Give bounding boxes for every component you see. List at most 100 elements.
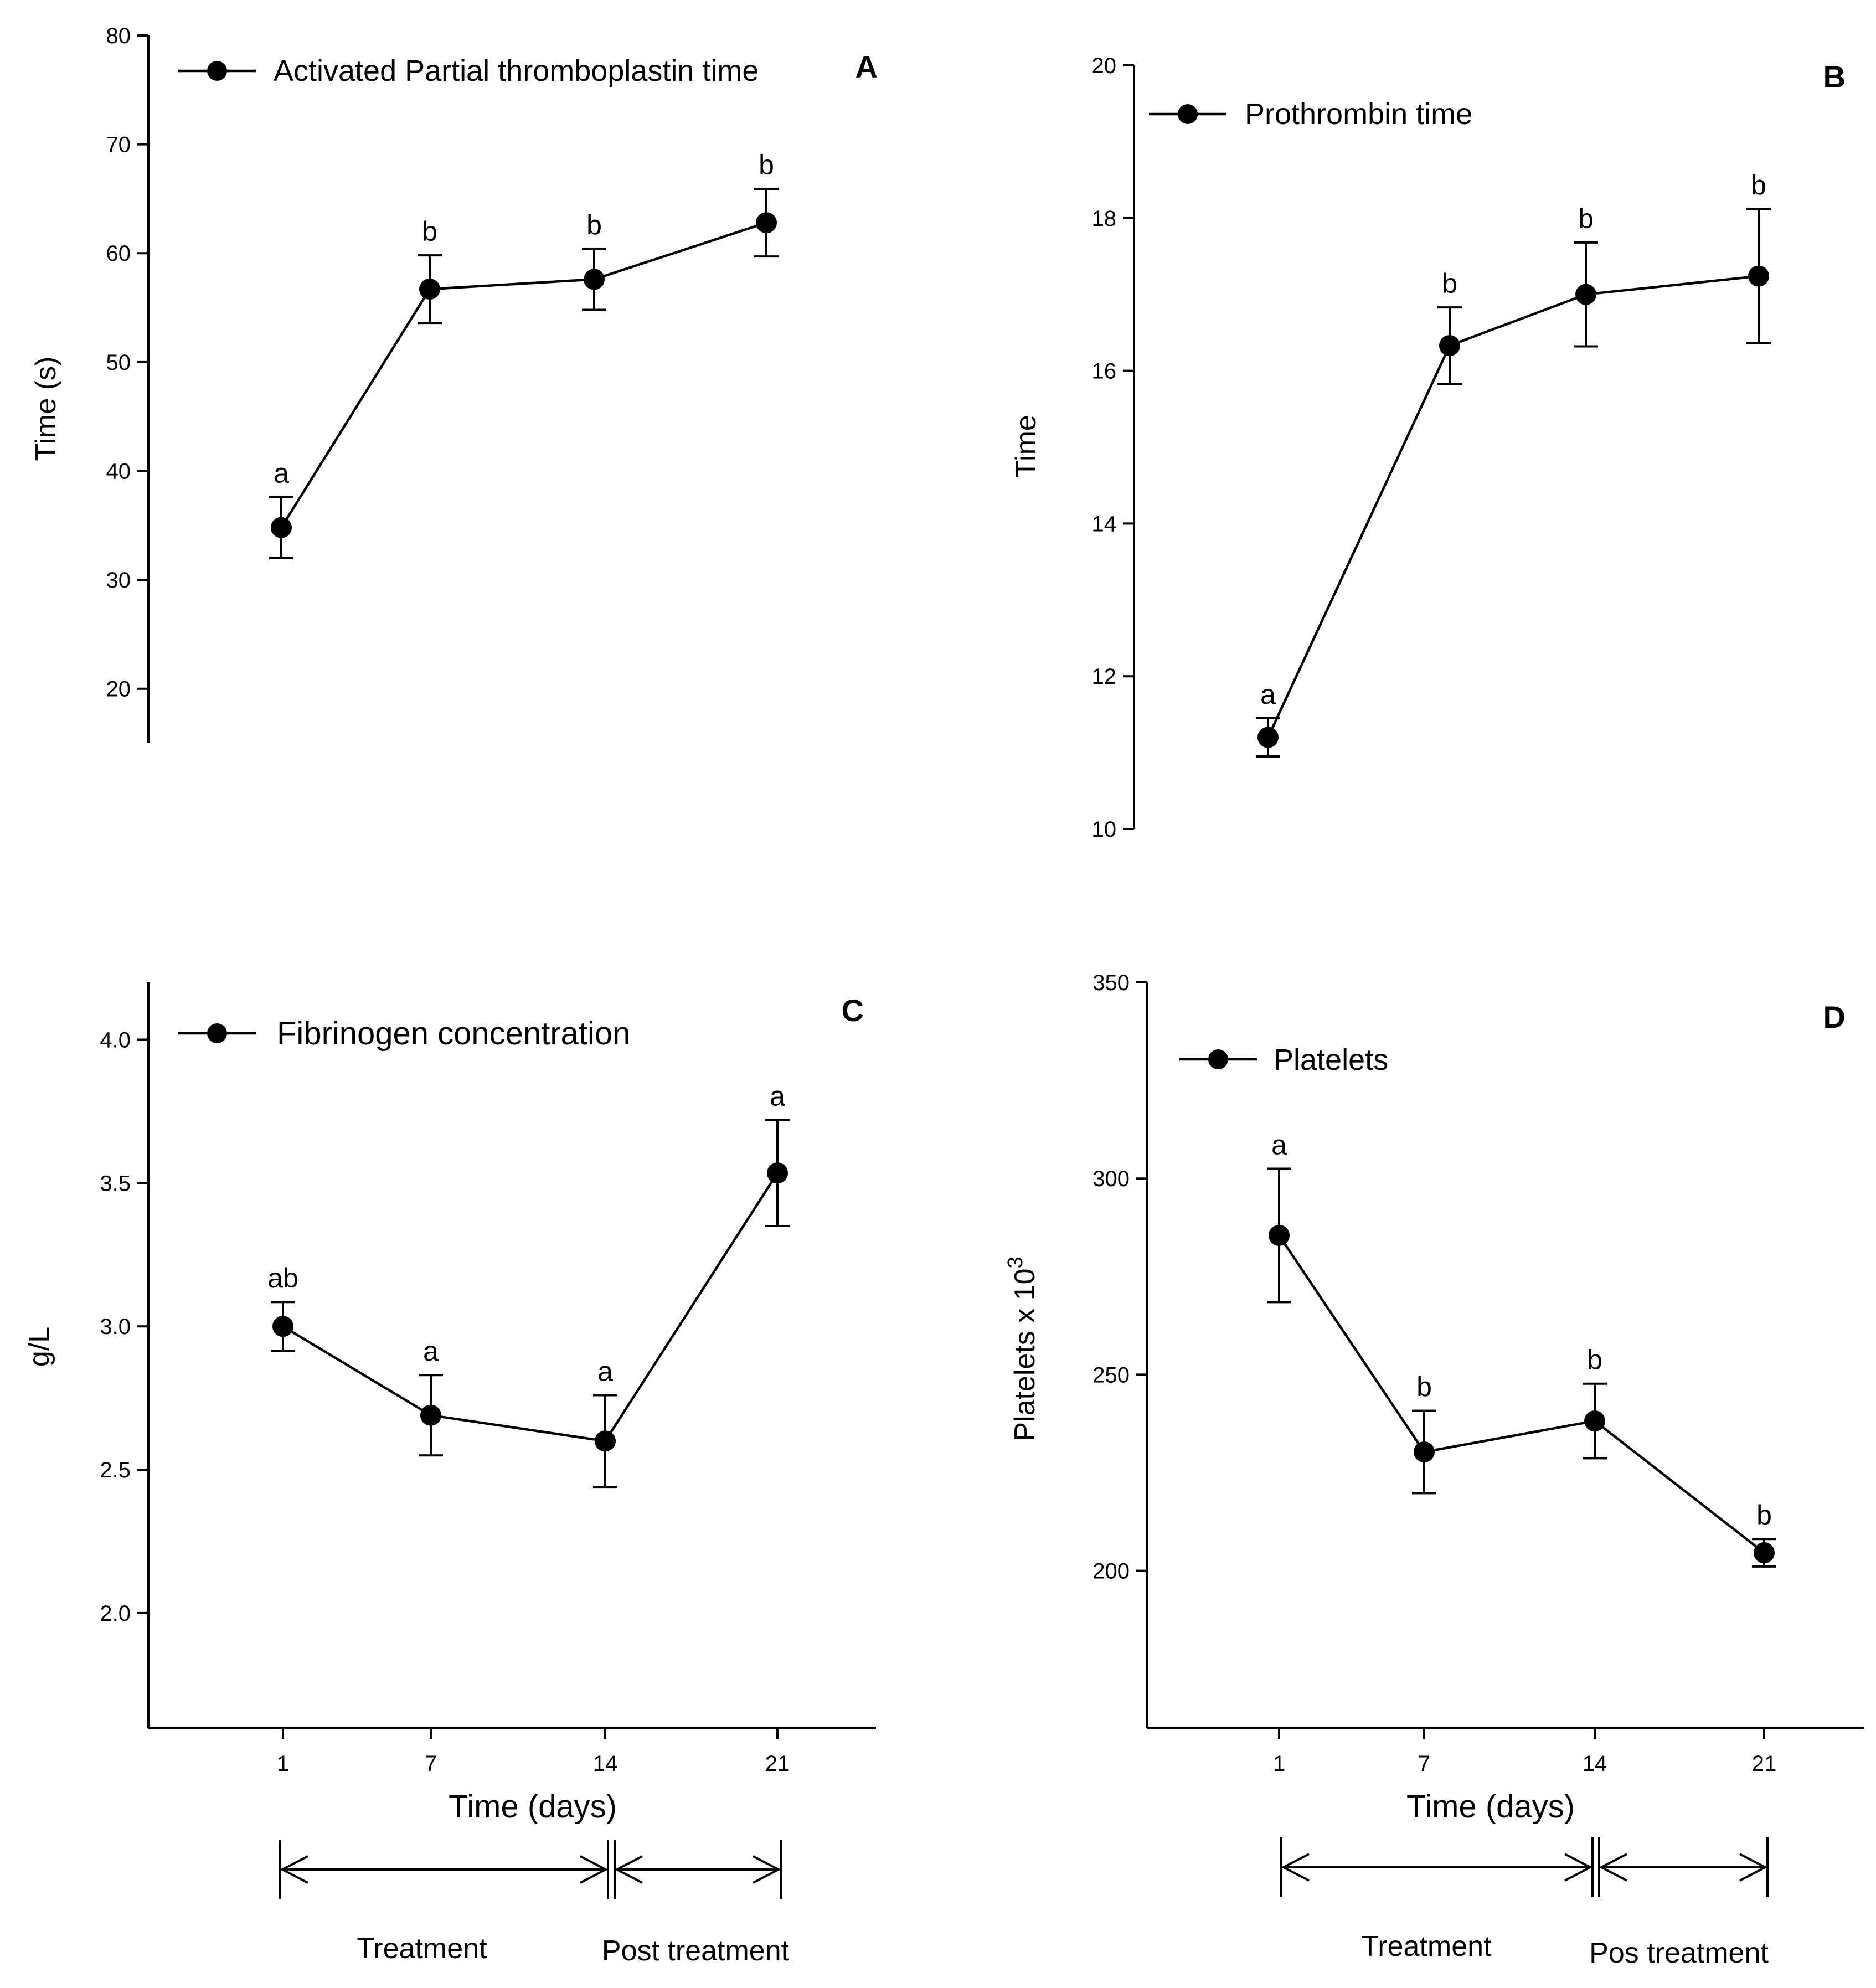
panel-c-chart: g/L Fibrinogen concentration C Time (day… bbox=[23, 982, 876, 1825]
panel-d-data-point bbox=[1584, 1410, 1605, 1432]
panel-d-x-tick-label: 7 bbox=[1418, 1752, 1430, 1776]
phase-right-treatment-label: Treatment bbox=[1361, 1930, 1492, 1963]
panel-d-sig-label: b bbox=[1416, 1372, 1432, 1403]
panel-a-sig-label: b bbox=[759, 150, 774, 181]
panel-d-y-tick-label: 350 bbox=[1092, 971, 1130, 995]
phase-right-treatment-head-left bbox=[1281, 1853, 1310, 1882]
panel-c-data-point bbox=[272, 1316, 293, 1337]
phase-timeline-right: Treatment Pos treatment bbox=[1280, 1837, 1769, 1969]
panel-d-ylabel: Platelets x 103 bbox=[1004, 1256, 1041, 1441]
panel-d-sig-label: b bbox=[1756, 1500, 1772, 1531]
panel-d-legend-label: Platelets bbox=[1274, 1043, 1388, 1077]
panel-c-legend: Fibrinogen concentration bbox=[178, 1016, 630, 1052]
panel-c-tag: C bbox=[842, 993, 864, 1028]
panel-c-y-tick-label: 2.5 bbox=[100, 1458, 131, 1482]
panel-a-legend-marker bbox=[207, 61, 227, 81]
panel-c-series-line bbox=[282, 1172, 779, 1443]
panel-b-legend-marker bbox=[1178, 104, 1198, 124]
panel-a-y-tick-label: 80 bbox=[106, 24, 131, 48]
panel-b-ylabel: Time bbox=[1010, 415, 1042, 478]
panel-a-y-tick-label: 30 bbox=[106, 568, 131, 593]
panel-b-y-tick-label: 16 bbox=[1092, 359, 1117, 384]
panel-d-xlabel: Time (days) bbox=[1406, 1789, 1575, 1825]
panel-a-chart: Time (s) Activated Partial thromboplasti… bbox=[30, 24, 878, 743]
panel-a-sig-label: b bbox=[586, 209, 602, 240]
panel-c-y-tick-label: 4.0 bbox=[100, 1028, 131, 1053]
phase-right-post-head-left bbox=[1599, 1853, 1627, 1882]
panel-b-sig-label: b bbox=[1578, 203, 1594, 234]
panel-d-tag: D bbox=[1823, 1000, 1846, 1034]
phase-left-post-head-right bbox=[753, 1855, 781, 1884]
panel-b-y-tick-label: 14 bbox=[1092, 512, 1117, 536]
panel-d-y-tick-label: 250 bbox=[1092, 1363, 1130, 1387]
panel-a-data-point bbox=[584, 269, 605, 290]
panel-c-sig-label: a bbox=[597, 1356, 613, 1387]
panel-c-sig-label: a bbox=[423, 1336, 439, 1367]
panel-a-y-tick-label: 20 bbox=[106, 677, 131, 702]
panel-c-data-point bbox=[595, 1430, 616, 1452]
panel-c-y-tick-label: 2.0 bbox=[100, 1601, 131, 1626]
panel-a-y-tick-label: 40 bbox=[106, 459, 131, 483]
panel-c-x-tick-label: 14 bbox=[593, 1752, 618, 1776]
panel-c-ylabel: g/L bbox=[23, 1327, 55, 1367]
panel-d-legend-marker bbox=[1208, 1049, 1228, 1069]
panel-c-x-tick-label: 21 bbox=[765, 1752, 790, 1776]
phase-left-treatment-head-left bbox=[280, 1855, 308, 1884]
panel-d-x-tick-label: 14 bbox=[1583, 1752, 1607, 1776]
panel-d-series-line bbox=[1278, 1234, 1765, 1554]
panel-b-tag: B bbox=[1823, 59, 1846, 94]
panel-c-sig-label: ab bbox=[267, 1263, 298, 1294]
panel-b-y-tick-label: 18 bbox=[1092, 207, 1117, 231]
panel-b-y-tick-label: 12 bbox=[1092, 665, 1117, 689]
panel-c-data-point bbox=[420, 1404, 441, 1426]
panel-d-y-tick-label: 300 bbox=[1092, 1167, 1130, 1191]
panel-a-data-point bbox=[756, 212, 777, 234]
panel-d-ylabel-base: Platelets x 10 bbox=[1009, 1268, 1041, 1441]
panel-d-chart: Platelets x 103 Platelets D Time (days) … bbox=[1004, 971, 1864, 1825]
panel-d-legend: Platelets bbox=[1179, 1043, 1388, 1077]
panel-d-ylabel-superscript: 3 bbox=[1004, 1256, 1027, 1268]
phase-right-post-head-right bbox=[1739, 1853, 1768, 1882]
panel-c-y-tick-label: 3.0 bbox=[100, 1315, 131, 1339]
panel-b-data-point bbox=[1748, 265, 1769, 287]
panel-b-sig-label: a bbox=[1260, 679, 1276, 710]
phase-left-treatment-head-right bbox=[580, 1855, 609, 1884]
panel-b-series-line bbox=[1266, 275, 1759, 738]
panel-d-x-tick-label: 21 bbox=[1752, 1752, 1777, 1776]
panel-c-y-tick-label: 3.5 bbox=[100, 1171, 131, 1196]
panel-c-data-point bbox=[767, 1162, 788, 1184]
panel-c-sig-label: a bbox=[770, 1080, 785, 1111]
panel-d-x-tick-label: 1 bbox=[1273, 1752, 1285, 1776]
panel-d-y-tick-label: 200 bbox=[1092, 1559, 1130, 1584]
panel-c-legend-marker bbox=[207, 1023, 227, 1043]
phase-right-treatment-head-right bbox=[1564, 1853, 1593, 1882]
panel-d-data-point bbox=[1754, 1542, 1775, 1564]
panel-a-legend-label: Activated Partial thromboplastin time bbox=[274, 54, 759, 87]
panel-a-legend: Activated Partial thromboplastin time bbox=[178, 54, 759, 87]
panel-a-series-line bbox=[280, 222, 767, 528]
phase-left-treatment-label: Treatment bbox=[357, 1933, 487, 1965]
panel-d-sig-label: b bbox=[1587, 1345, 1602, 1376]
panel-a-data-point bbox=[271, 517, 292, 538]
panel-c-legend-label: Fibrinogen concentration bbox=[277, 1016, 630, 1052]
panel-b-legend-label: Prothrombin time bbox=[1245, 97, 1472, 131]
panel-a-data-point bbox=[419, 279, 440, 300]
panel-d-data-point bbox=[1414, 1441, 1435, 1462]
panel-b-data-point bbox=[1575, 284, 1596, 305]
phase-right-post-label: Pos treatment bbox=[1589, 1937, 1769, 1969]
panel-a-ylabel: Time (s) bbox=[30, 357, 62, 461]
panel-a-y-tick-label: 60 bbox=[106, 241, 131, 266]
panel-a-sig-label: a bbox=[274, 458, 289, 489]
panel-a-sig-label: b bbox=[422, 216, 437, 247]
panel-d-sig-label: a bbox=[1271, 1130, 1287, 1161]
phase-left-post-head-left bbox=[614, 1855, 643, 1884]
phase-timeline-left: Treatment Post treatment bbox=[279, 1840, 790, 1967]
panel-b-y-tick-label: 20 bbox=[1092, 54, 1117, 78]
panel-b-y-tick-label: 10 bbox=[1092, 817, 1117, 842]
panel-c-xlabel: Time (days) bbox=[449, 1789, 617, 1825]
panel-d-data-point bbox=[1269, 1224, 1290, 1246]
panel-a-tag: A bbox=[855, 49, 878, 84]
panel-c-x-tick-label: 1 bbox=[277, 1752, 289, 1776]
phase-left-post-label: Post treatment bbox=[602, 1935, 790, 1967]
